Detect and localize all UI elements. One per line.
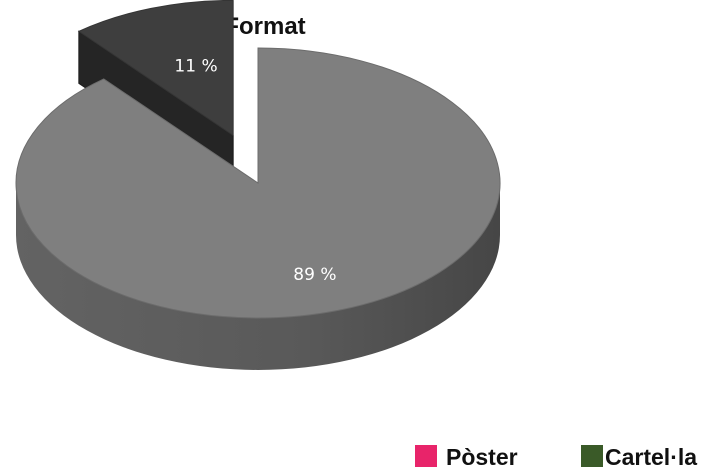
slice-poster: 89 % [15,47,501,370]
chart-title: Format [224,13,305,40]
pie-body: 11 % 89 % [15,0,501,370]
slice-top [77,0,234,137]
legend-swatch-poster [415,445,437,467]
slice-wall [16,183,500,370]
legend-label-poster: Pòster [446,444,518,468]
slice-label: 89 % [293,265,336,285]
legend-swatch-cartella [581,445,603,467]
legend: Pòster Cartel·la [415,444,697,468]
slice-label: 11 % [174,57,217,77]
legend-label-cartella: Cartel·la [605,444,697,468]
slice-top [15,47,501,319]
